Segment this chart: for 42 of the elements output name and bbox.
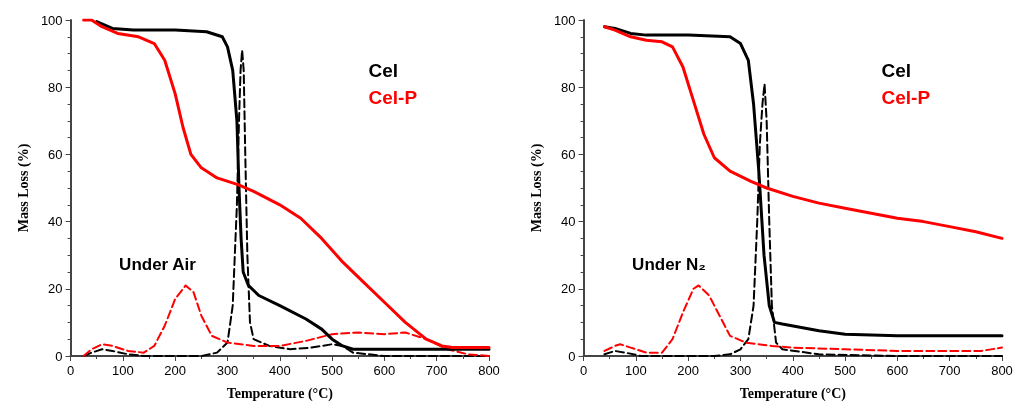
x-axis-title: Temperature (°C) <box>226 385 334 402</box>
text: Cel-P <box>368 87 418 108</box>
text: Cel-P <box>881 87 931 108</box>
y-tick-label: 40 <box>561 214 576 230</box>
x-tick-label: 800 <box>478 363 500 378</box>
y-tick-label: 80 <box>48 79 63 95</box>
y-tick-label: 100 <box>553 12 576 28</box>
y-tick-label: 0 <box>568 348 576 364</box>
x-tick-label: 700 <box>425 363 448 378</box>
x-tick-label: 200 <box>677 363 700 378</box>
y-tick-label: 80 <box>561 79 576 95</box>
text: Cel <box>368 60 399 81</box>
x-axis-title: Temperature (°C) <box>739 385 847 402</box>
y-tick-label: 60 <box>48 146 63 162</box>
y-axis-title: Mass Loss (%) <box>528 143 545 233</box>
x-tick-label: 200 <box>164 363 187 378</box>
x-tick-label: 400 <box>781 363 804 378</box>
x-tick-label: 800 <box>991 363 1013 378</box>
y-tick-label: 60 <box>561 146 576 162</box>
x-tick-label: 0 <box>66 363 75 378</box>
text: Cel <box>881 60 912 81</box>
x-tick-label: 400 <box>268 363 291 378</box>
x-tick-label: 300 <box>216 363 239 378</box>
y-tick-label: 40 <box>48 214 63 230</box>
y-axis-title: Mass Loss (%) <box>15 143 32 233</box>
annotation: Under N₂ <box>632 255 706 274</box>
line-series <box>603 284 1003 354</box>
x-tick-label: 600 <box>373 363 396 378</box>
y-tick-label: 20 <box>48 281 63 297</box>
x-tick-label: 300 <box>729 363 752 378</box>
x-tick-label: 100 <box>112 363 134 378</box>
x-tick-label: 100 <box>625 363 647 378</box>
x-tick-label: 700 <box>938 363 961 378</box>
x-tick-label: 500 <box>834 363 856 378</box>
y-tick-label: 0 <box>55 348 63 364</box>
line-series <box>603 25 1004 240</box>
x-tick-label: 500 <box>321 363 343 378</box>
x-tick-label: 0 <box>579 363 588 378</box>
y-tick-label: 100 <box>40 12 63 28</box>
y-tick-label: 20 <box>561 281 576 297</box>
annotation: Under Air <box>119 255 197 274</box>
x-tick-label: 600 <box>886 363 909 378</box>
